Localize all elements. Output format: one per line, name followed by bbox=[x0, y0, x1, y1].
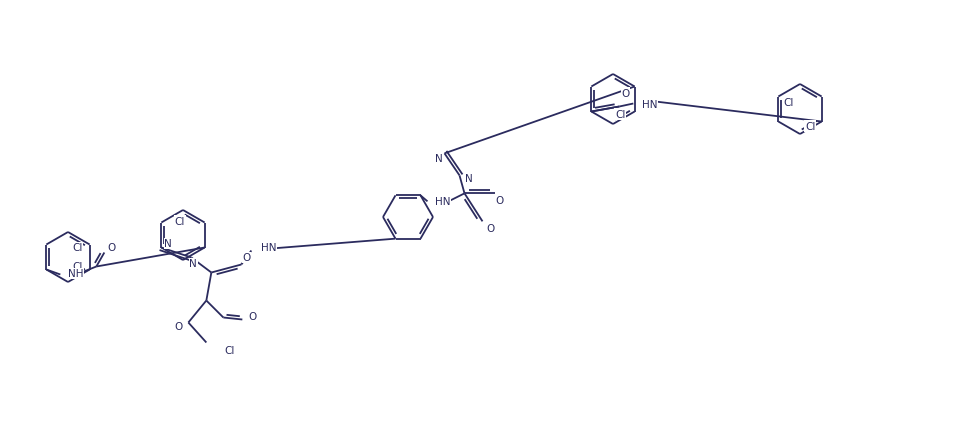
Text: N: N bbox=[434, 154, 442, 164]
Text: N: N bbox=[165, 239, 173, 249]
Text: NH: NH bbox=[68, 269, 83, 279]
Text: Cl: Cl bbox=[784, 97, 794, 107]
Text: N: N bbox=[465, 174, 473, 184]
Text: N: N bbox=[190, 259, 198, 269]
Text: O: O bbox=[496, 196, 503, 206]
Text: O: O bbox=[243, 253, 250, 263]
Text: HN: HN bbox=[643, 99, 658, 109]
Text: Cl: Cl bbox=[805, 122, 815, 132]
Text: Cl: Cl bbox=[615, 110, 625, 120]
Text: Cl: Cl bbox=[72, 262, 82, 272]
Text: O: O bbox=[248, 312, 257, 322]
Text: O: O bbox=[107, 243, 116, 253]
Text: O: O bbox=[486, 224, 495, 234]
Text: Cl: Cl bbox=[224, 346, 235, 356]
Text: HN: HN bbox=[434, 197, 450, 207]
Text: HN: HN bbox=[262, 243, 277, 253]
Text: Cl: Cl bbox=[175, 216, 185, 227]
Text: Cl: Cl bbox=[72, 243, 82, 253]
Text: O: O bbox=[621, 88, 630, 98]
Text: O: O bbox=[175, 322, 182, 332]
